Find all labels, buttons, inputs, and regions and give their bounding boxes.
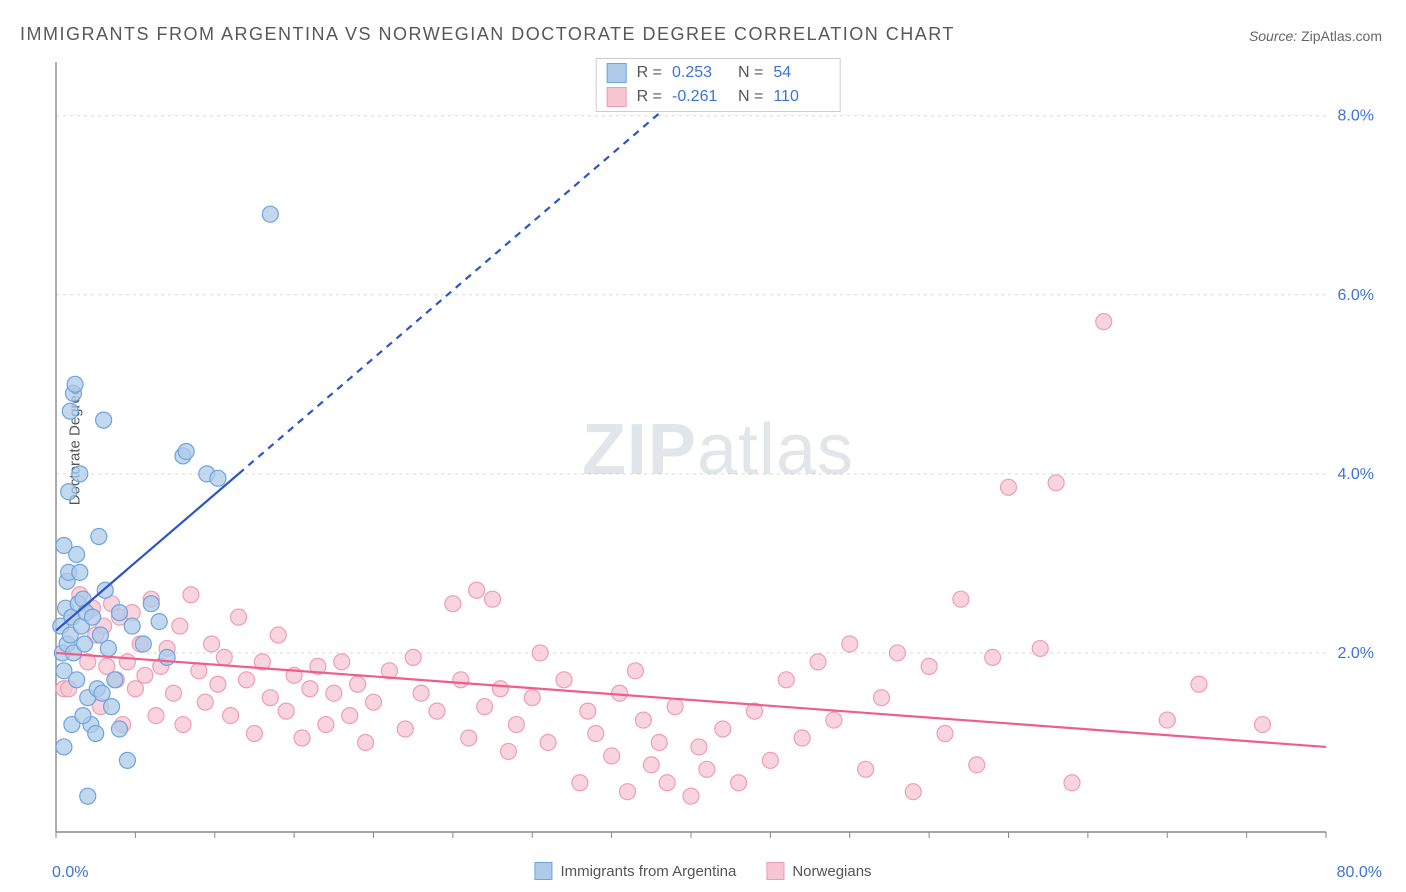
legend-item-norwegians: Norwegians — [766, 862, 871, 880]
svg-text:6.0%: 6.0% — [1338, 287, 1374, 304]
correlation-legend: R = 0.253 N = 54 R = -0.261 N = 110 — [596, 58, 841, 112]
n-value-norwegians: 110 — [773, 88, 829, 106]
legend-label-argentina: Immigrants from Argentina — [560, 863, 736, 880]
x-axis-max-label: 80.0% — [1337, 864, 1382, 882]
svg-text:2.0%: 2.0% — [1338, 645, 1374, 662]
correlation-row-argentina: R = 0.253 N = 54 — [597, 61, 840, 85]
n-label: N = — [738, 64, 763, 82]
swatch-argentina — [607, 63, 627, 83]
r-label: R = — [637, 64, 662, 82]
source-label: Source: — [1249, 28, 1297, 44]
series-legend: Immigrants from Argentina Norwegians — [534, 862, 871, 880]
scatter-chart-svg: 2.0% 4.0% 6.0% 8.0% — [50, 56, 1386, 852]
svg-text:8.0%: 8.0% — [1338, 108, 1374, 125]
svg-text:4.0%: 4.0% — [1338, 466, 1374, 483]
chart-area: 2.0% 4.0% 6.0% 8.0% R = 0.253 N = 54 R = -0… — [50, 56, 1386, 852]
n-label: N = — [738, 88, 763, 106]
r-value-norwegians: -0.261 — [672, 88, 728, 106]
chart-title: IMMIGRANTS FROM ARGENTINA VS NORWEGIAN D… — [20, 24, 955, 45]
swatch-argentina — [534, 862, 552, 880]
swatch-norwegians — [766, 862, 784, 880]
r-label: R = — [637, 88, 662, 106]
source-value: ZipAtlas.com — [1301, 28, 1382, 44]
legend-item-argentina: Immigrants from Argentina — [534, 862, 736, 880]
source-attribution: Source: ZipAtlas.com — [1249, 28, 1382, 44]
correlation-row-norwegians: R = -0.261 N = 110 — [597, 85, 840, 109]
x-axis-min-label: 0.0% — [52, 864, 88, 882]
swatch-norwegians — [607, 87, 627, 107]
legend-label-norwegians: Norwegians — [792, 863, 871, 880]
n-value-argentina: 54 — [773, 64, 829, 82]
r-value-argentina: 0.253 — [672, 64, 728, 82]
